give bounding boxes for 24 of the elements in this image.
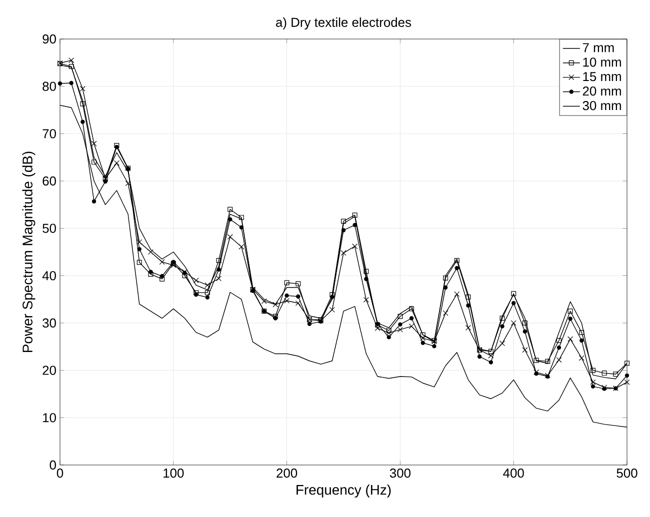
legend-label: 7 mm bbox=[582, 43, 614, 52]
y-tick-label: 80 bbox=[42, 82, 56, 91]
x-tick-label: 500 bbox=[616, 468, 638, 478]
y-tick-label: 0 bbox=[50, 460, 56, 470]
y-tick-label: 90 bbox=[42, 34, 56, 44]
y-tick-label: 20 bbox=[42, 366, 56, 375]
x-axis-title: Frequency (Hz) bbox=[296, 484, 391, 498]
y-tick-label: 10 bbox=[43, 413, 56, 422]
legend-label: 15 mm bbox=[583, 72, 621, 82]
y-tick-label: 70 bbox=[42, 129, 56, 138]
legend-label: 20 mm bbox=[582, 86, 621, 96]
y-tick-label: 30 bbox=[42, 318, 56, 328]
y-tick-label: 60 bbox=[42, 176, 56, 186]
y-tick-label: 50 bbox=[42, 224, 56, 233]
chart-title: a) Dry textile electrodes bbox=[276, 17, 412, 30]
x-tick-label: 300 bbox=[390, 468, 411, 478]
y-tick-label: 40 bbox=[42, 271, 56, 280]
x-tick-label: 200 bbox=[276, 468, 298, 478]
x-tick-label: 400 bbox=[503, 468, 524, 478]
x-tick-label: 100 bbox=[164, 468, 184, 478]
x-tick-label: 0 bbox=[56, 468, 64, 478]
legend-label: 10 mm bbox=[583, 58, 621, 67]
y-axis-title: Power Spectrum Magnitude (dB) bbox=[22, 152, 36, 352]
legend-label: 30 mm bbox=[582, 101, 621, 110]
